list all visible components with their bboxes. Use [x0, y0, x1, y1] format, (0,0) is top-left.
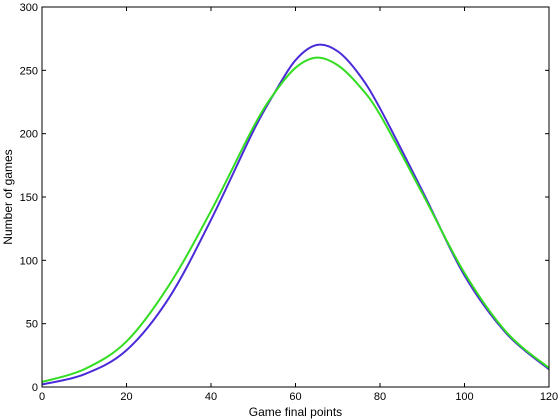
- x-axis-label: Game final points: [249, 405, 342, 419]
- plot-frame: [41, 6, 550, 388]
- y-tick-label: 150: [20, 192, 38, 204]
- x-tick-label: 40: [205, 391, 217, 403]
- y-tick-label: 0: [32, 382, 38, 394]
- x-tick-label: 80: [374, 391, 386, 403]
- x-tick-label: 100: [455, 391, 473, 403]
- x-tick-label: 60: [289, 391, 301, 403]
- plot-lines: [41, 43, 550, 386]
- x-tick-label: 0: [39, 391, 45, 403]
- x-tick-label: 20: [120, 391, 132, 403]
- series-line-2: [41, 56, 550, 383]
- x-tick-label: 120: [540, 391, 558, 403]
- axis-ticks: 0 20 40 60 80 100 120 0 50 100 150 200 250 300: [20, 2, 559, 403]
- y-tick-label: 100: [20, 255, 38, 267]
- y-tick-label: 250: [20, 65, 38, 77]
- series-line-1: [41, 43, 550, 386]
- y-tick-label: 200: [20, 129, 38, 141]
- y-axis-label: Number of games: [1, 149, 15, 244]
- y-tick-label: 300: [20, 2, 38, 14]
- y-tick-label: 50: [26, 319, 38, 331]
